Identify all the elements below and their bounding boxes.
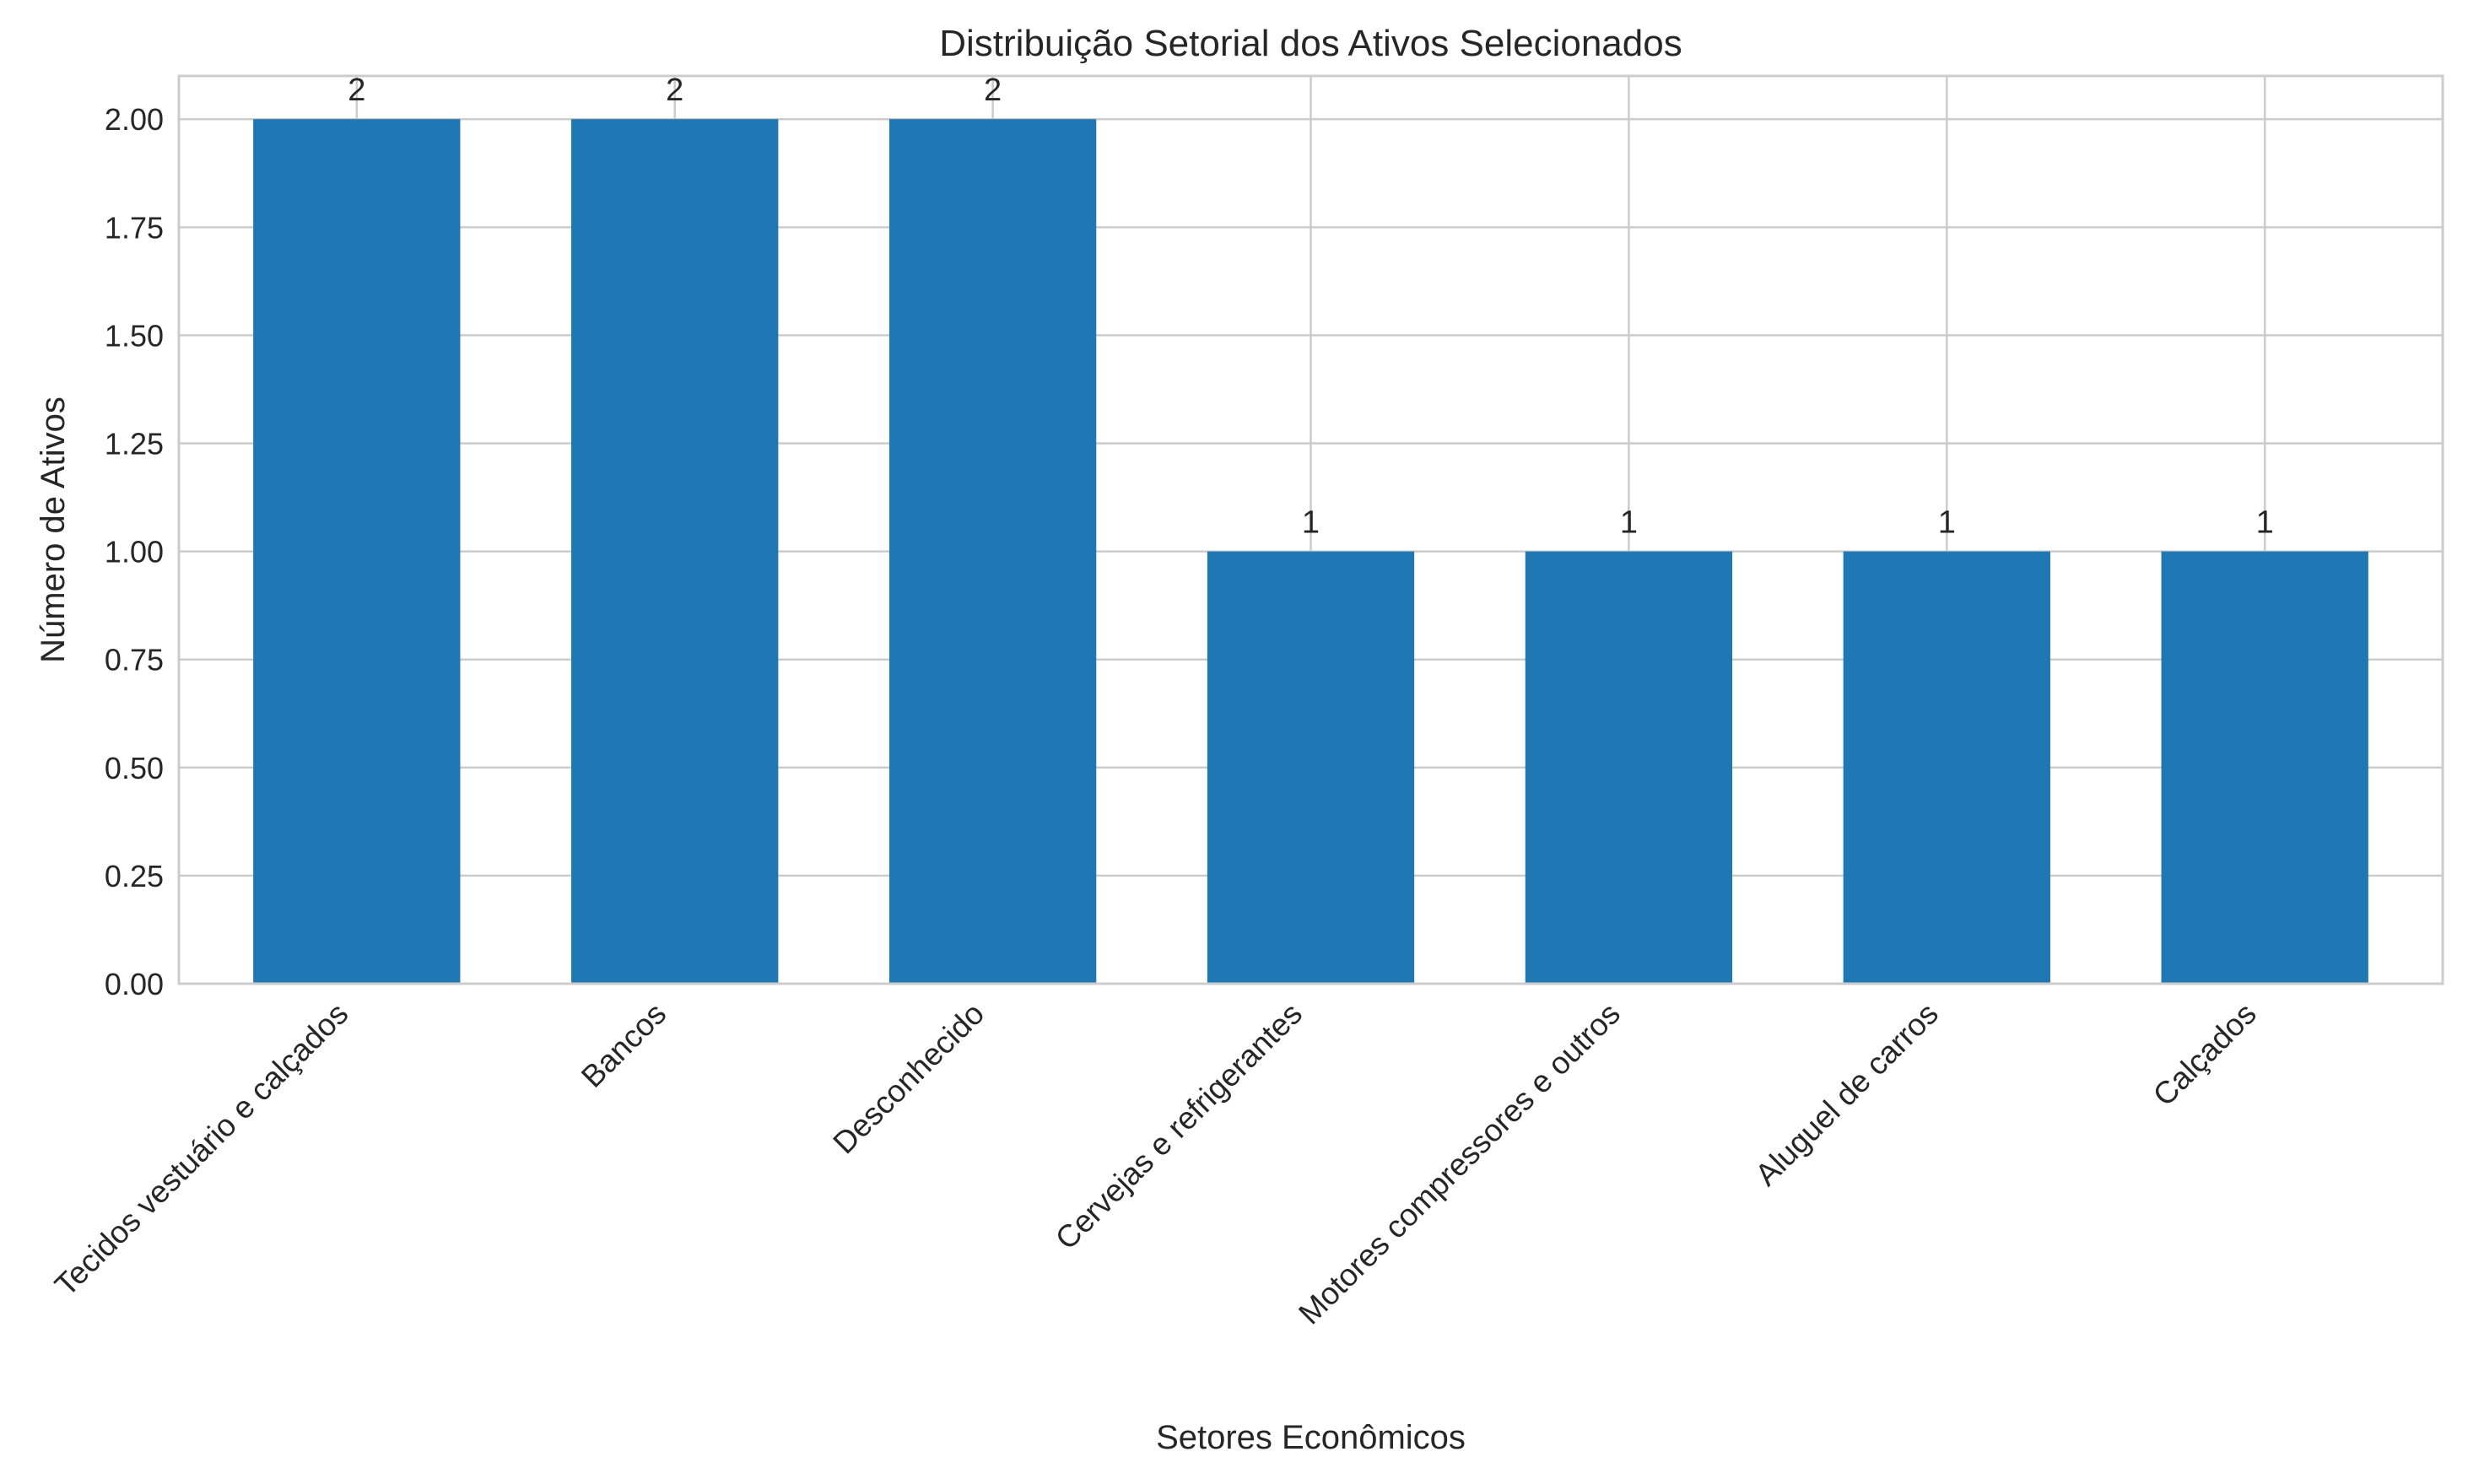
bar [2161, 551, 2368, 984]
bar [1525, 551, 1733, 984]
bar [1207, 551, 1415, 984]
bar-value-label: 2 [666, 73, 683, 108]
bar [888, 119, 1097, 985]
x-tick-label: Desconhecido [826, 996, 991, 1161]
y-axis-label: Número de Ativos [35, 397, 72, 663]
y-tick-label: 0.50 [105, 751, 164, 785]
x-tick-label: Calçados [2147, 996, 2263, 1113]
x-tick-label: Motores compressores e outros [1292, 996, 1627, 1331]
y-tick-label: 2.00 [105, 102, 164, 137]
x-tick-label: Cervejas e refrigerantes [1049, 996, 1309, 1256]
y-tick-label: 0.00 [105, 967, 164, 1001]
bar-value-label: 1 [1620, 505, 1638, 541]
y-tick-label: 1.00 [105, 535, 164, 569]
bar-value-label: 2 [984, 73, 1002, 108]
y-axis: 0.00 0.25 0.50 0.75 1.00 1.25 1.50 1.75 2.00 [105, 102, 164, 1001]
y-tick-label: 1.75 [105, 210, 164, 245]
bar-value-label: 1 [1938, 505, 1956, 541]
bar [253, 119, 461, 985]
data-labels: 2 2 2 1 1 1 1 [348, 73, 2274, 540]
bar [1843, 551, 2050, 984]
y-tick-label: 0.75 [105, 643, 164, 677]
bar-value-label: 1 [1302, 505, 1320, 541]
x-axis-label: Setores Econômicos [1156, 1419, 1466, 1456]
plot-frame [177, 74, 2444, 985]
x-tick-label: Bancos [575, 996, 672, 1094]
y-tick-label: 1.50 [105, 318, 164, 353]
chart-title: Distribuição Setorial dos Ativos Selecio… [939, 23, 1682, 64]
x-tick-label: Tecidos vestuário e calçados [48, 996, 354, 1303]
x-axis: Tecidos vestuário e calçados Bancos Descon… [48, 996, 2263, 1331]
x-tick-label: Aluguel de carros [1748, 996, 1945, 1193]
y-tick-label: 1.25 [105, 427, 164, 461]
bar [571, 119, 779, 985]
bar-value-label: 1 [2256, 505, 2274, 541]
bars-layer [253, 119, 2368, 985]
bar-value-label: 2 [348, 73, 365, 108]
y-tick-label: 0.25 [105, 859, 164, 893]
